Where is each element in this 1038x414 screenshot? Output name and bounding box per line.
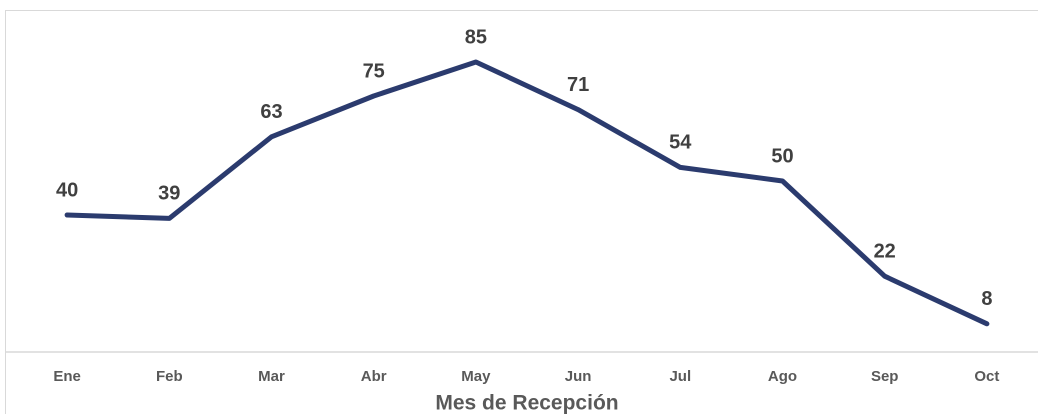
x-tick-label: Jul [669, 368, 691, 385]
data-label: 63 [260, 101, 282, 123]
data-label: 75 [363, 60, 385, 82]
data-label: 85 [465, 26, 487, 48]
x-tick-label: Mar [258, 368, 285, 385]
data-label: 71 [567, 74, 589, 96]
x-tick-label: Ene [53, 368, 81, 385]
chart-border [5, 10, 1038, 414]
data-label: 40 [56, 179, 78, 201]
data-label: 50 [771, 145, 793, 167]
x-tick-label: Sep [871, 368, 899, 385]
x-tick-label: Abr [361, 368, 387, 385]
data-label: 54 [669, 132, 692, 154]
x-tick-label: Ago [768, 368, 797, 385]
x-tick-label: Jun [565, 368, 592, 385]
data-line [64, 59, 990, 327]
data-label: 22 [874, 240, 896, 262]
x-tick-label: Feb [156, 368, 183, 385]
x-axis-title: Mes de Recepción [435, 392, 618, 414]
data-label: 8 [981, 288, 992, 310]
data-label: 39 [158, 183, 180, 205]
x-tick-label: Oct [974, 368, 999, 385]
x-tick-label: May [461, 368, 491, 385]
